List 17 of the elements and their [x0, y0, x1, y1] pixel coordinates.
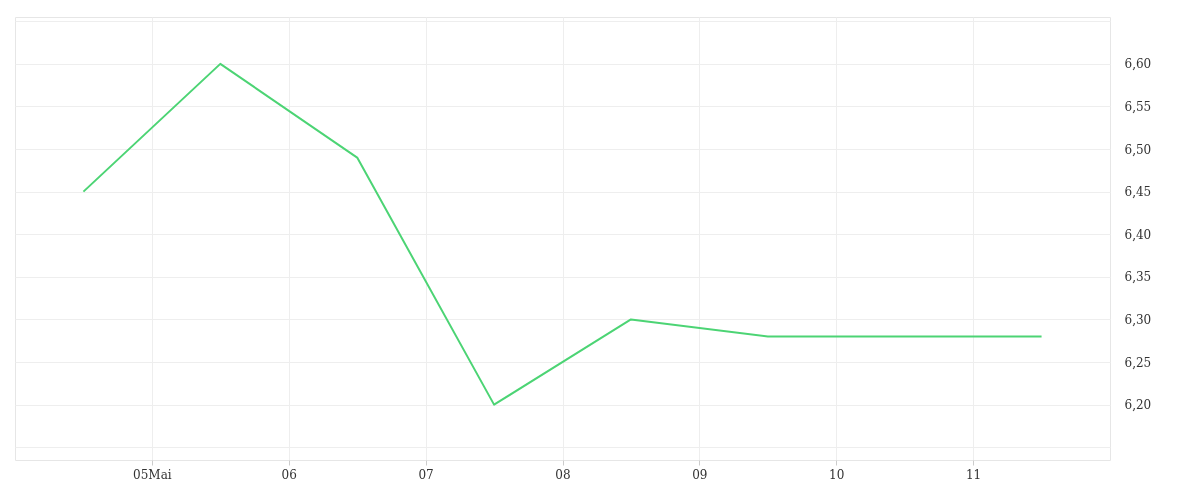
y-tick-label: 6,45: [1124, 185, 1152, 200]
y-tick-label: 6,20: [1124, 398, 1152, 413]
y-tick-label: 6,55: [1124, 99, 1152, 114]
y-tick-label: 6,40: [1124, 227, 1152, 242]
x-tick-label: 10: [829, 467, 845, 482]
x-tick-label: 05Mai: [133, 467, 172, 482]
x-tick-label: 11: [965, 467, 982, 482]
x-tick-label: 06: [281, 467, 297, 482]
line-series: [82, 62, 1043, 406]
x-tick-label: 08: [555, 467, 571, 482]
y-tick-label: 6,25: [1124, 355, 1152, 370]
y-tick-label: 6,30: [1124, 312, 1152, 327]
y-tick-label: 6,60: [1124, 57, 1152, 72]
y-tick-label: 6,35: [1124, 270, 1152, 285]
x-tick-label: 07: [418, 467, 434, 482]
y-tick-label: 6,50: [1124, 142, 1152, 157]
x-tick-label: 09: [692, 467, 708, 482]
